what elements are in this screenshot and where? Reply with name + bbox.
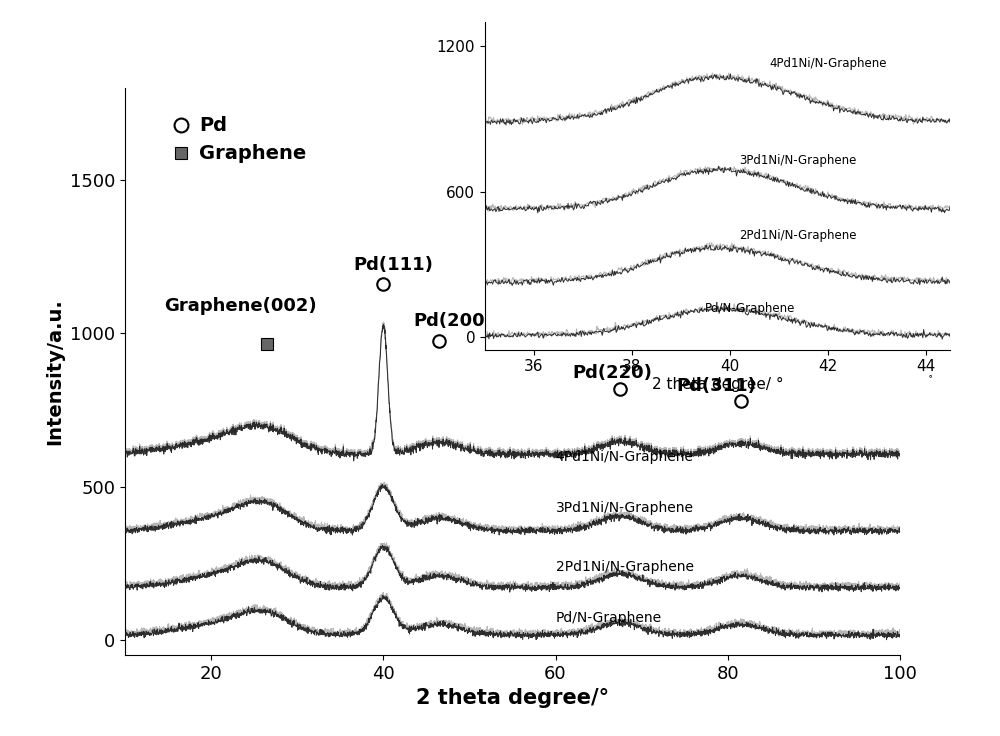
Text: Pd/N-Graphene: Pd/N-Graphene <box>556 611 662 625</box>
Legend: Pd, Graphene: Pd, Graphene <box>165 109 314 170</box>
Text: Pd(111): Pd(111) <box>353 255 433 274</box>
Text: 4Pd1Ni/N-Graphene: 4Pd1Ni/N-Graphene <box>769 57 886 70</box>
Text: Pd(220): Pd(220) <box>573 364 653 383</box>
Y-axis label: Intensity/a.u.: Intensity/a.u. <box>45 298 64 445</box>
X-axis label: 2 theta degree/°: 2 theta degree/° <box>416 688 609 708</box>
X-axis label: 2 theta degree/ °: 2 theta degree/ ° <box>652 377 783 392</box>
Text: $^\circ$: $^\circ$ <box>926 372 933 385</box>
Text: Pd/N-Graphene: Pd/N-Graphene <box>705 302 796 315</box>
Text: 2Pd1Ni/N-Graphene: 2Pd1Ni/N-Graphene <box>740 229 857 242</box>
Text: 3Pd1Ni/N-Graphene: 3Pd1Ni/N-Graphene <box>556 501 694 515</box>
Text: 2Pd1Ni/N-Graphene: 2Pd1Ni/N-Graphene <box>556 560 694 574</box>
Text: Pd(200): Pd(200) <box>413 312 493 330</box>
Text: 4Pd1Ni/N-Graphene: 4Pd1Ni/N-Graphene <box>556 450 694 464</box>
Text: Graphene(002): Graphene(002) <box>164 297 316 315</box>
Text: 3Pd1Ni/N-Graphene: 3Pd1Ni/N-Graphene <box>740 154 857 167</box>
Text: Pd(311): Pd(311) <box>676 377 756 394</box>
